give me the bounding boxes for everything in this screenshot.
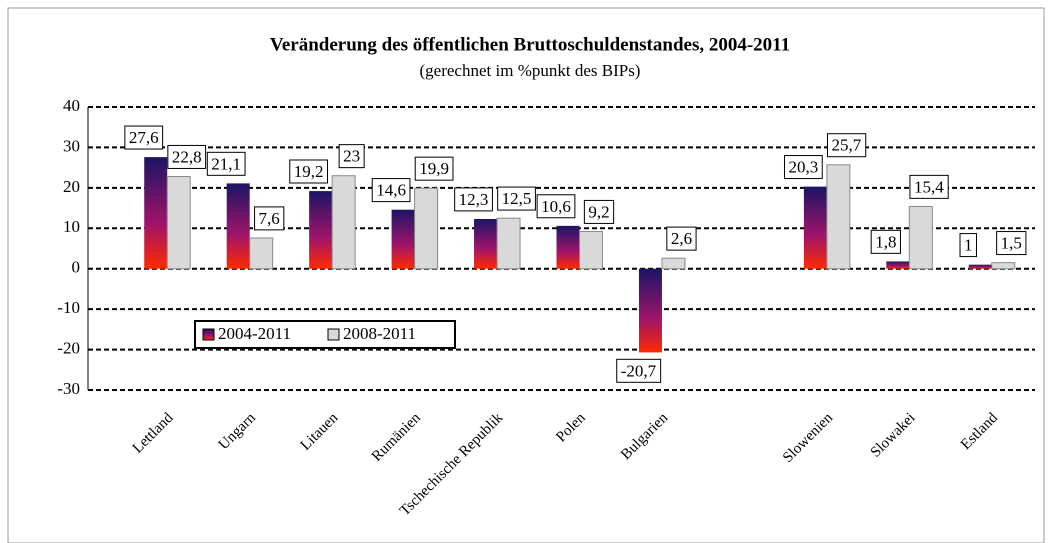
data-label-box (371, 178, 411, 203)
data-label-box (454, 187, 493, 212)
data-label: 19,9 (419, 159, 449, 178)
data-label: 12,3 (459, 190, 489, 209)
data-label-box (414, 156, 454, 181)
bar (638, 268, 662, 353)
bar (579, 231, 603, 270)
data-label: 1 (964, 236, 973, 255)
data-label-box (254, 206, 285, 231)
data-label-box (666, 226, 697, 251)
bar (661, 257, 686, 270)
bar (144, 157, 168, 269)
bar (391, 209, 415, 269)
y-tick-label: 10 (63, 217, 80, 236)
data-label-box (206, 151, 246, 176)
bar (496, 217, 521, 270)
data-label-box (289, 159, 329, 184)
bar (474, 218, 498, 269)
y-tick-label: 0 (72, 258, 81, 277)
data-label: -20,7 (621, 361, 657, 380)
data-label: 23 (343, 147, 360, 166)
bar (991, 262, 1016, 270)
data-label: 27,6 (129, 128, 159, 147)
data-label: 14,6 (376, 181, 406, 200)
y-tick-label: 40 (63, 96, 80, 115)
data-label-box (583, 199, 615, 224)
data-label-box (536, 194, 576, 219)
frame (7, 7, 1045, 543)
data-label-box (959, 233, 978, 258)
y-tick-label: -20 (57, 338, 80, 357)
bar (886, 261, 910, 269)
data-label: 1,8 (875, 232, 896, 251)
legend: 2004-2011 2008-2011 (194, 320, 456, 349)
bar (968, 264, 992, 269)
data-label: 25,7 (831, 136, 861, 155)
y-tick-label: 20 (63, 177, 80, 196)
legend-label: 2008-2011 (343, 324, 416, 343)
data-label: 9,2 (588, 202, 609, 221)
data-label: 7,6 (259, 209, 280, 228)
legend-swatch (202, 328, 215, 341)
y-tick-label: 30 (63, 136, 80, 155)
chart-title: Veränderung des öffentlichen Bruttoschul… (270, 34, 790, 55)
data-label: 12,5 (502, 189, 532, 208)
data-label: 2,6 (671, 229, 692, 248)
y-tick-label: -30 (57, 379, 80, 398)
bar (249, 237, 274, 270)
data-label-box (124, 125, 164, 150)
data-label: 10,6 (541, 197, 571, 216)
data-label: 1,5 (1001, 234, 1022, 253)
bar (166, 176, 191, 270)
data-label: 21,1 (211, 154, 241, 173)
data-label: 19,2 (294, 162, 324, 181)
data-label-box (870, 229, 901, 254)
bar (908, 205, 933, 270)
data-label-box (996, 231, 1027, 256)
bar (309, 191, 333, 269)
data-label-box (338, 144, 365, 169)
y-tick-label: -10 (57, 298, 80, 317)
data-label: 15,4 (914, 177, 944, 196)
legend-label: 2004-2011 (218, 324, 291, 343)
data-label-box (826, 133, 867, 158)
legend-box (194, 320, 456, 349)
chart-subtitle: (gerechnet im %punkt des BIPs) (420, 61, 641, 80)
bar (414, 187, 439, 270)
data-label-box (167, 144, 207, 169)
bar (331, 175, 356, 270)
bar (226, 183, 250, 269)
data-label-box (783, 155, 823, 180)
data-label-box (497, 186, 536, 211)
bar (803, 186, 827, 269)
data-label: 20,3 (788, 158, 818, 177)
bar (556, 225, 580, 269)
data-label-box (616, 358, 662, 383)
data-label-box (909, 174, 949, 199)
bar (826, 164, 851, 270)
legend-swatch (327, 328, 340, 341)
data-label: 22,8 (172, 147, 202, 166)
